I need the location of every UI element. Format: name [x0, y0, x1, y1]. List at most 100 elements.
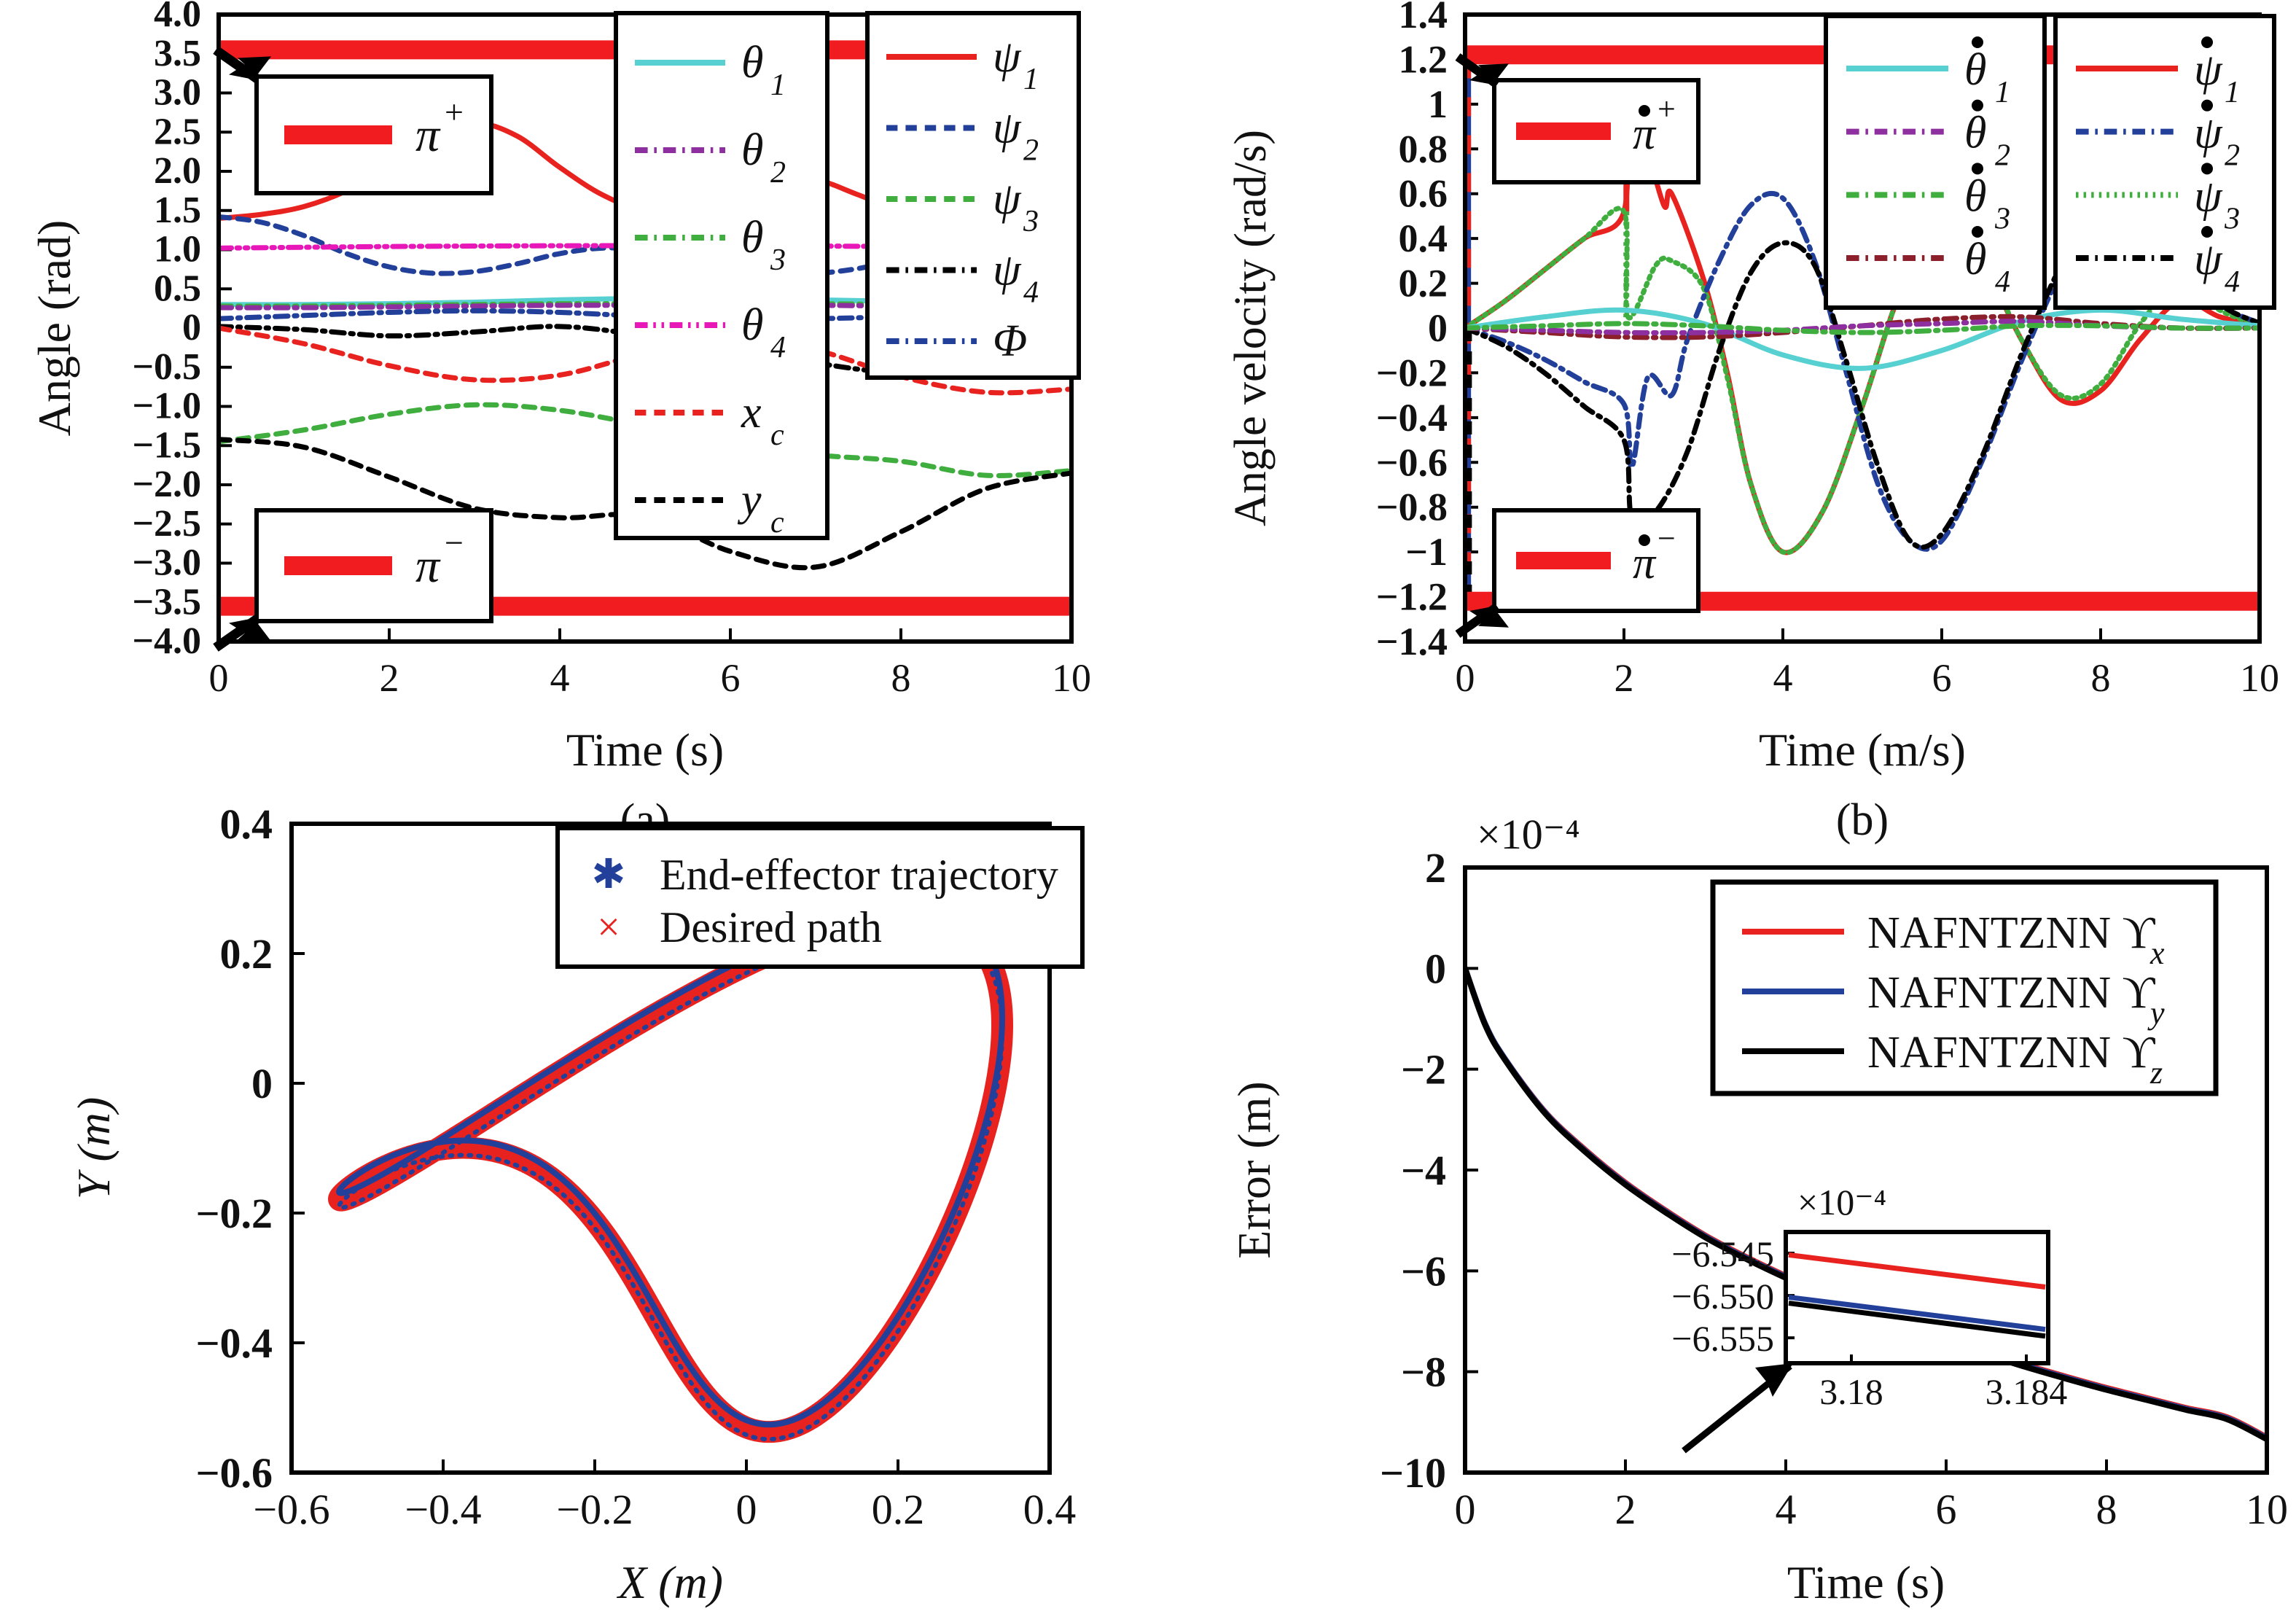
legend-label: θ [741, 38, 763, 87]
legend-sub: 4 [2225, 265, 2240, 299]
legend-label: x [741, 388, 762, 437]
legend-label: ψ [2194, 109, 2223, 158]
y-tick-label: −6 [1401, 1247, 1446, 1295]
y-axis-exponent: ×10⁻⁴ [1477, 811, 1580, 858]
x-axis-title: Time (m/s) [1759, 724, 1966, 776]
inset-series-error_y [1788, 1294, 2046, 1333]
x-tick-label: 2 [1614, 656, 1634, 700]
legend-label: ψ [993, 104, 1022, 153]
pi-plus-label: π [415, 109, 441, 162]
series-theta1dot [1465, 307, 2260, 371]
y-tick-label: −0.5 [132, 346, 201, 388]
legend-sub: x [2149, 935, 2165, 971]
x-axis-title: Time (s) [1787, 1556, 1945, 1608]
legend-label: NAFNTZNN ϒ [1867, 968, 2156, 1018]
legend-label: θ [1964, 45, 1986, 95]
pi-plus-swatch [284, 125, 392, 144]
legend-label: θ [1964, 235, 1986, 284]
x-tick-label: 4 [1776, 1486, 1797, 1533]
pi-plus-arrow-stem [213, 46, 261, 84]
legend-sub: c [770, 418, 784, 452]
series-psi3dot [1465, 206, 2260, 555]
inset-x-tick-label: 3.18 [1819, 1371, 1883, 1412]
legend-label: NAFNTZNN ϒ [1867, 1028, 2156, 1077]
y-tick-label: −10 [1380, 1449, 1446, 1497]
legend-theta-dot-box [1824, 14, 2047, 310]
y-tick-label: 0 [1428, 306, 1448, 350]
plot-frame [1463, 865, 2269, 1475]
x-tick-label: 6 [721, 656, 741, 700]
y-tick-label: 0.4 [1399, 217, 1448, 260]
inset-y-tick-label: −6.555 [1671, 1318, 1774, 1359]
legend-overdot [1972, 163, 1983, 175]
legend-overdot [2201, 226, 2213, 238]
legend-overdot [1972, 226, 1983, 238]
y-axis-title: Y (m) [68, 1097, 120, 1199]
y-tick-label: −0.4 [1376, 396, 1448, 440]
y-axis-title: Angle (rad) [28, 220, 80, 437]
x-axis-title: Time (s) [566, 724, 724, 776]
legend-label: ψ [993, 246, 1022, 295]
y-axis-title: Error (m) [1228, 1081, 1280, 1258]
end-effector-trajectory [336, 906, 1005, 1428]
inset-y-tick-label: −6.550 [1671, 1276, 1774, 1317]
pi-minus-label: π [415, 539, 441, 593]
legend-label: θ [1964, 109, 1986, 158]
y-tick-label: 2 [1425, 844, 1446, 892]
pi-minus-arrow [229, 618, 271, 642]
x-tick-label: 8 [2096, 1486, 2117, 1533]
pi-dot-minus-arrow-stem [1455, 603, 1500, 638]
y-tick-label: 1.0 [154, 229, 201, 270]
legend-label: ψ [993, 32, 1022, 82]
y-tick-label: 0 [251, 1060, 273, 1107]
legend-label: ψ [2194, 235, 2223, 284]
pi-plus-superscript: + [445, 93, 464, 130]
x-tick-label: 2 [380, 656, 399, 700]
legend-box [1710, 879, 2219, 1096]
legend-label: θ [741, 125, 763, 175]
x-tick-label: −0.4 [405, 1486, 481, 1533]
y-tick-label: −1.0 [132, 386, 201, 427]
legend-label: ψ [2194, 45, 2223, 95]
legend-label: y [737, 475, 762, 525]
y-tick-label: −2.0 [132, 464, 201, 505]
y-tick-label: −2 [1401, 1046, 1446, 1093]
end-effector-trajectory-markers [337, 921, 1004, 1442]
pi-dot-minus-swatch [1516, 552, 1611, 569]
legend-sub: z [2149, 1055, 2163, 1091]
x-tick-label: 0.2 [872, 1486, 925, 1533]
legend-sub: 1 [2225, 76, 2240, 109]
x-tick-label: 0 [209, 656, 229, 700]
y-tick-label: 2.5 [154, 111, 201, 152]
y-tick-label: −3.0 [132, 542, 201, 584]
legend-sub: c [770, 506, 784, 539]
legend-label: Φ [993, 316, 1027, 366]
legend-sub: 2 [770, 156, 786, 190]
x-tick-label: 10 [2240, 656, 2279, 700]
legend-sub: y [2147, 995, 2165, 1031]
legend-sub: 2 [1995, 139, 2010, 173]
y-axis-title: Angle velocity (rad/s) [1226, 130, 1276, 526]
x-tick-label: 4 [550, 656, 570, 700]
y-tick-label: −2.5 [132, 503, 201, 545]
x-tick-label: 0 [736, 1486, 757, 1533]
y-tick-label: 0 [1425, 945, 1446, 992]
y-tick-label: 1 [1428, 82, 1448, 126]
y-tick-label: −1.2 [1376, 575, 1448, 619]
y-tick-label: 0.6 [1399, 172, 1448, 216]
legend-sub: 3 [1023, 205, 1039, 238]
y-tick-label: −3.5 [132, 581, 201, 623]
inset-x-tick-label: 3.184 [1985, 1371, 2068, 1412]
x-tick-label: 2 [1615, 1486, 1636, 1533]
pi-dot-plus-label: π [1633, 109, 1657, 159]
x-tick-label: 10 [1052, 656, 1091, 700]
x-tick-label: 10 [2246, 1486, 2288, 1533]
y-tick-label: −0.8 [1376, 486, 1448, 529]
x-tick-label: 6 [1932, 656, 1952, 700]
pi-dot-minus-superscript: − [1657, 521, 1676, 556]
legend-overdot [1972, 99, 1983, 112]
y-tick-label: −1.4 [1376, 620, 1448, 663]
y-tick-label: 0.5 [154, 268, 201, 309]
legend-label: θ [741, 300, 763, 350]
panel-b: 1.4 1.2 1 0.8 0.6 0.4 0.2 0 −0.2 −0.4 −0.6 −0.8 −1 −1… [1203, 0, 2296, 845]
